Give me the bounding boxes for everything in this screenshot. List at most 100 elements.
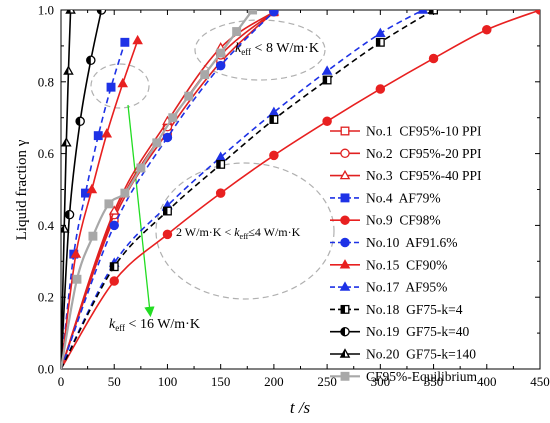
y-tick-label: 0.2 <box>38 290 54 305</box>
y-tick-label: 1.0 <box>38 3 54 18</box>
legend-label: No.9 CF98% <box>366 213 441 228</box>
legend-swatch-marker <box>340 193 350 203</box>
series-10-point <box>75 116 85 127</box>
x-tick-label: 100 <box>158 374 178 389</box>
x-tick-label: 400 <box>477 374 497 389</box>
legend-swatch-marker <box>339 281 351 291</box>
legend-swatch-marker <box>339 348 351 358</box>
legend-swatch-marker <box>340 215 350 225</box>
series-9-point <box>162 206 172 216</box>
legend-swatch-marker <box>340 326 350 337</box>
series-layer <box>61 10 540 369</box>
series-6-line <box>61 11 275 369</box>
series-5-line <box>61 10 540 369</box>
x-tick-label: 350 <box>424 374 444 389</box>
legend-swatch-marker <box>340 126 350 136</box>
series-12-point <box>72 274 82 284</box>
legend-entry: No.3 CF95%-40 PPI <box>330 168 482 183</box>
series-12-point <box>152 138 162 148</box>
series-8-point <box>417 10 429 14</box>
legend-label: No.2 CF95%-20 PPI <box>366 146 482 161</box>
series-5-point <box>109 276 119 286</box>
series-8-line <box>61 10 424 369</box>
series-9-point <box>109 262 119 272</box>
series-9-point <box>322 75 332 85</box>
series-6-point <box>162 132 173 143</box>
series-7-point <box>132 34 143 45</box>
series-8-point <box>321 65 333 75</box>
annotation-arrow <box>127 104 155 318</box>
x-tick-label: 0 <box>58 374 65 389</box>
series-7-point <box>86 183 98 194</box>
series-12-point <box>232 27 242 36</box>
legend-label: No.3 CF95%-40 PPI <box>366 168 482 183</box>
series-12-point <box>248 10 258 15</box>
series-9-point <box>269 115 279 124</box>
series-4-point <box>120 37 130 47</box>
x-tick-label: 50 <box>108 374 121 389</box>
x-tick-label: 450 <box>530 374 550 389</box>
legend-entry: No.19 GF75-k=40 <box>330 324 469 339</box>
series-6-point <box>269 10 279 17</box>
legend-label: No.19 GF75-k=40 <box>366 324 469 339</box>
legend-entry: CF95%-Equilibrium <box>330 369 477 384</box>
series-8-point <box>375 27 386 38</box>
series-3-point <box>108 205 120 215</box>
series-12-point <box>136 163 146 173</box>
legend-entry: No.10 AF91.6% <box>330 235 458 250</box>
series-11-point <box>65 10 76 14</box>
annotation-bottom: keff < 16 W/m·K <box>109 317 200 333</box>
series-5-point <box>482 24 492 35</box>
series-12-point <box>216 48 226 58</box>
series-11-point <box>61 223 70 233</box>
series-5-point <box>375 84 386 94</box>
series-12-point <box>184 91 194 101</box>
annotation-ellipse-middle <box>155 162 335 300</box>
series-12-point <box>200 70 210 80</box>
x-axis-label: t /s <box>290 398 311 417</box>
legend-entry: No.4 AF79% <box>330 190 441 205</box>
series-9-point <box>429 10 439 15</box>
legend-swatch-marker <box>339 169 351 180</box>
series-10-point <box>96 10 107 15</box>
legend-label: No.1 CF95%-10 PPI <box>366 124 482 139</box>
series-12-point <box>88 231 98 241</box>
series-4-point <box>93 131 103 141</box>
annotation-top: keff < 8 W/m·K <box>235 41 319 57</box>
legend-label: No.17 AF95% <box>366 280 447 295</box>
legend-entry: No.17 AF95% <box>330 280 447 295</box>
x-tick-label: 150 <box>211 374 231 389</box>
legend-entry: No.20 GF75-k=140 <box>330 347 476 362</box>
series-5-point <box>269 150 279 161</box>
y-axis-label: Liquid fraction γ <box>14 139 30 240</box>
legend-label: CF95%-Equilibrium <box>366 369 477 384</box>
series-9-point <box>216 159 226 169</box>
annotation-ellipse-bottom <box>90 63 150 109</box>
series-5-point <box>215 188 226 198</box>
series-11-point <box>61 137 72 147</box>
series-7-point <box>117 77 129 88</box>
x-tick-labels: 0 50 100 150 200 250 300 350 400 450 <box>58 374 550 389</box>
series-7-point <box>70 248 82 258</box>
series-5-point <box>322 116 332 127</box>
y-tick-label: 0.6 <box>38 146 55 161</box>
legend-swatch-marker <box>340 148 350 159</box>
legend-entry: No.1 CF95%-10 PPI <box>330 124 482 139</box>
series-11-line <box>61 10 72 369</box>
legend-entry: No.15 CF90% <box>330 257 447 272</box>
series-7-point <box>101 128 113 138</box>
series-4-point <box>106 82 116 92</box>
legend-label: No.4 AF79% <box>366 190 441 205</box>
series-9-point <box>375 37 385 47</box>
legend-label: No.20 GF75-k=140 <box>366 347 476 362</box>
series-10-point <box>64 209 75 220</box>
annotation-middle: 2 W/m·K < keff≤4 W/m·K <box>176 225 301 241</box>
y-tick-labels: 0.0 0.2 0.4 0.6 0.8 1.0 <box>38 3 55 377</box>
series-12-point <box>120 188 130 198</box>
series-12-point <box>104 199 114 209</box>
legend-entry: No.9 CF98% <box>330 213 441 228</box>
series-5-point <box>428 53 439 64</box>
series-11-point <box>63 65 74 75</box>
legend-swatch-marker <box>339 259 351 269</box>
